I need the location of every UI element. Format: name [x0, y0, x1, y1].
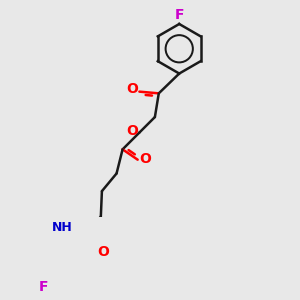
- Text: F: F: [38, 280, 48, 293]
- Text: O: O: [126, 82, 138, 97]
- Text: O: O: [97, 245, 109, 259]
- Text: F: F: [175, 8, 184, 22]
- Text: NH: NH: [52, 221, 73, 234]
- Text: O: O: [139, 152, 151, 166]
- Text: O: O: [127, 124, 138, 138]
